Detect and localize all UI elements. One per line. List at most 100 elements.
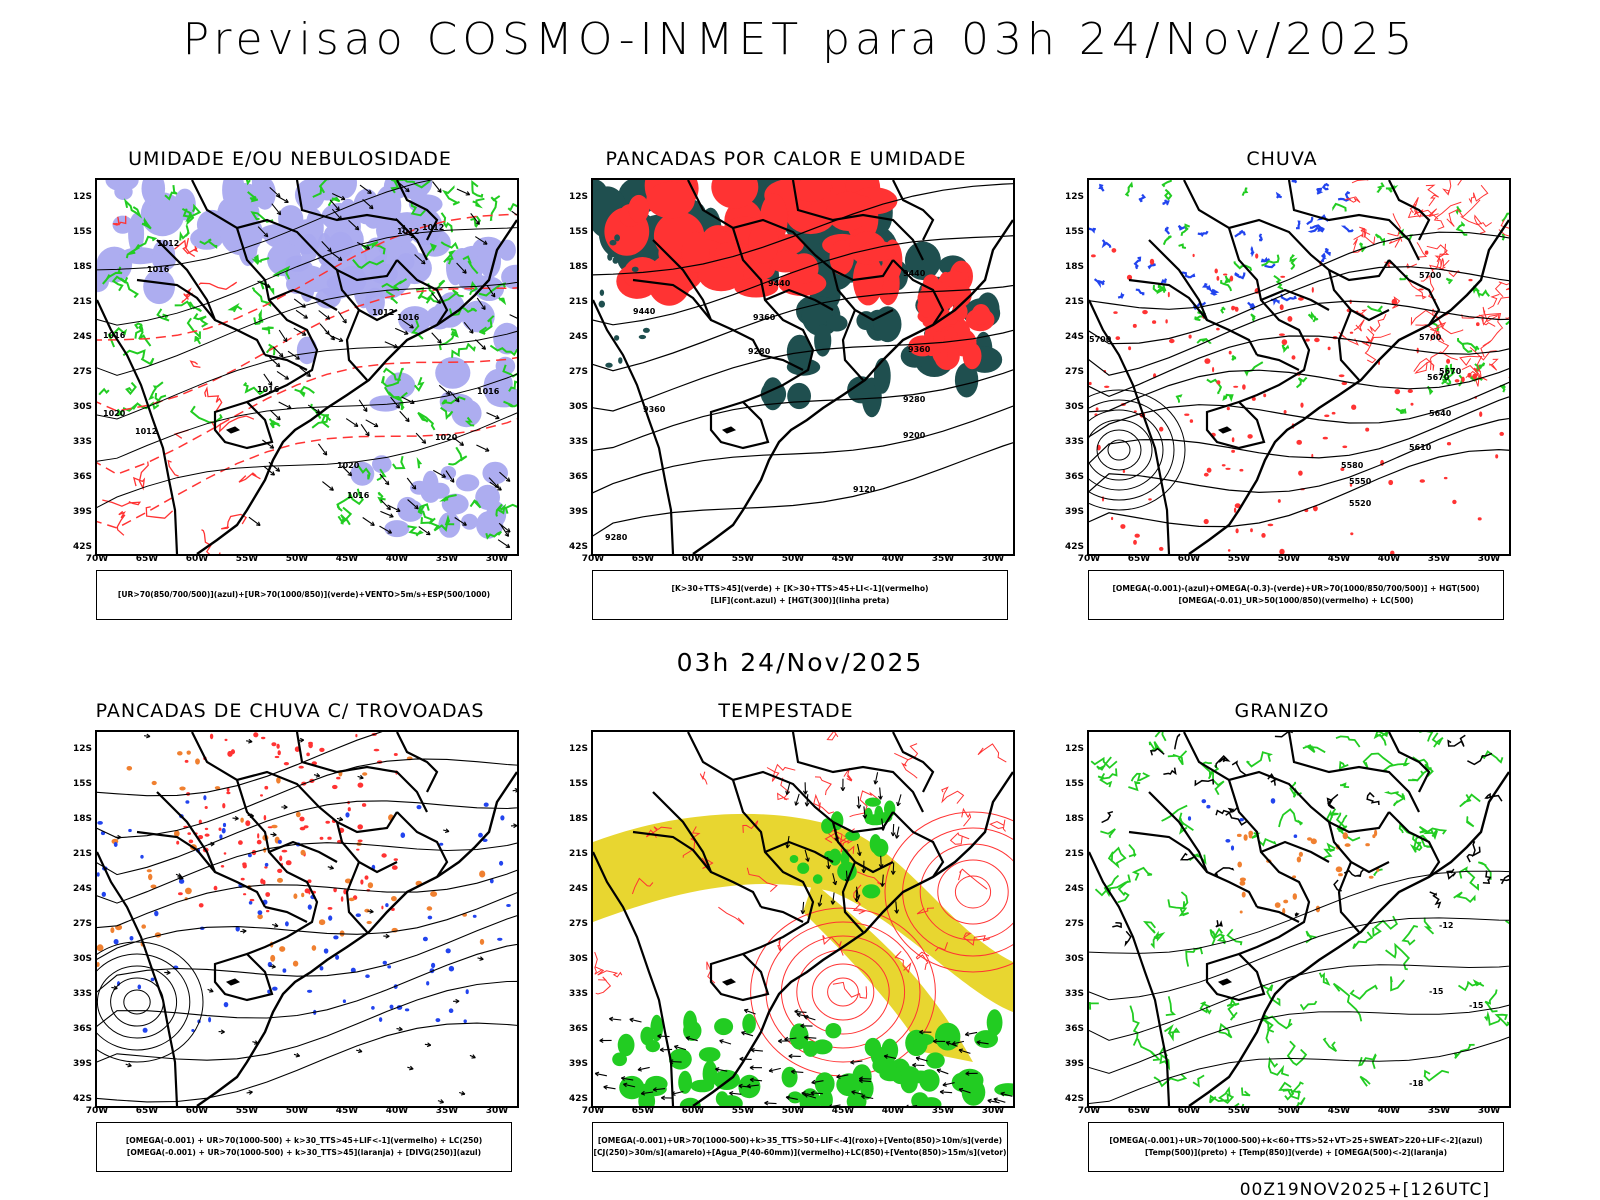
wind-arrowhead — [327, 247, 332, 253]
wind-arrowhead — [993, 1097, 998, 1103]
omega500-patch — [1344, 843, 1351, 847]
hgt500-isoline — [1089, 396, 1509, 465]
longitude-tick-label: 30W — [485, 1106, 509, 1116]
wind-vector — [431, 292, 441, 304]
temp850-line — [1117, 880, 1130, 904]
omega500-patch — [1372, 834, 1376, 839]
divergence-blue-patch — [448, 1008, 454, 1013]
wind-vector — [345, 418, 359, 427]
temp850-line — [1282, 1081, 1304, 1095]
storm-red-patch — [299, 826, 306, 831]
wind-vector — [794, 1010, 807, 1013]
wind-vector — [719, 1039, 732, 1045]
wind-vector — [744, 1009, 756, 1015]
humidity-low-contour-line — [397, 180, 416, 184]
temp850-line — [1129, 1005, 1140, 1046]
wind-vector — [802, 901, 805, 914]
wind-arrowhead — [817, 902, 823, 907]
temp850-line — [1154, 732, 1167, 742]
wind-vector — [511, 210, 517, 216]
wind850-south-patch — [650, 1014, 663, 1042]
latitude-tick-label: 30S — [72, 402, 92, 412]
temp850-line — [1128, 781, 1141, 792]
instability-li-east-patch — [943, 270, 966, 288]
omega-blue-line — [1234, 229, 1246, 238]
rain-red-patch — [1203, 472, 1209, 477]
humidity-upper-patch — [258, 223, 303, 242]
rain-red-patch — [1424, 250, 1429, 255]
wind-arrowhead — [951, 1040, 957, 1046]
map-canvas — [97, 732, 517, 1106]
wind-arrowhead — [800, 1023, 805, 1029]
wind-arrowhead — [497, 486, 502, 491]
rain-red-patch — [1250, 528, 1253, 533]
omega-green-line — [1295, 376, 1308, 389]
rain-red-patch — [1120, 524, 1126, 529]
storm-red-patch — [325, 820, 330, 824]
rain-red-patch — [1091, 254, 1096, 258]
wind-vector — [489, 481, 502, 491]
wind-arrowhead — [278, 352, 284, 358]
humidity-south-patch — [487, 514, 504, 536]
storm-red-patch — [277, 868, 283, 873]
humidity-low-contour-line — [352, 259, 385, 269]
rain-red-patch — [1113, 311, 1118, 314]
wind850-north-patch — [812, 874, 823, 884]
water-vapor-line — [826, 732, 839, 741]
rain-red-patch — [1229, 275, 1234, 282]
instability-specks-patch — [599, 289, 605, 296]
rain-red-patch — [1242, 384, 1246, 390]
omega-green-line — [1196, 337, 1212, 344]
omega-blue-line — [1093, 278, 1106, 289]
wind-arrowhead — [481, 305, 486, 310]
water-vapor-line — [989, 819, 1006, 832]
wind-arrowhead — [146, 733, 151, 739]
wind-vector — [348, 219, 360, 231]
water-vapor-line — [894, 950, 912, 974]
temp500-north-line — [1231, 760, 1247, 776]
wind-arrowhead — [420, 259, 426, 265]
latitude-tick-label: 30S — [568, 402, 588, 412]
longitude-tick-label: 70W — [581, 554, 605, 564]
temp850-line — [1241, 1087, 1251, 1097]
humidity-low-contour-line — [102, 266, 123, 285]
rain-red-patch — [1277, 499, 1281, 503]
wind-arrowhead — [301, 331, 307, 336]
wind-arrowhead — [840, 786, 846, 792]
wind-arrowhead — [987, 1098, 992, 1104]
wind-arrowhead — [455, 397, 460, 403]
humidity-low-contour-line — [138, 323, 152, 347]
divergence-blue-patch — [489, 878, 494, 884]
temp500-isoline — [1089, 870, 1509, 954]
wind-arrowhead — [395, 403, 401, 409]
rain-red-patch — [1132, 323, 1137, 328]
humidity-low-contour-line — [189, 405, 223, 424]
storm-red-patch — [204, 806, 208, 809]
temp850-line — [1260, 983, 1281, 1007]
political-border — [892, 259, 945, 326]
storm-orange-patch — [174, 830, 180, 837]
wind-arrowhead — [385, 933, 390, 939]
latitude-tick-label: 36S — [1064, 1024, 1084, 1034]
wind-arrowhead — [715, 1067, 720, 1072]
rain-red-lines-line — [1498, 281, 1509, 286]
storm-orange-patch — [479, 938, 485, 945]
wind-arrowhead — [342, 318, 347, 324]
instability-specks — [598, 234, 650, 368]
wind-arrowhead — [439, 1099, 445, 1104]
political-border — [335, 821, 398, 874]
wind-arrowhead — [398, 1026, 403, 1032]
wind-arrowhead — [883, 1054, 889, 1059]
temp500-isoline — [1089, 1004, 1509, 1074]
latitude-tick-label: 39S — [72, 1059, 92, 1069]
storm-red-patch — [393, 858, 398, 861]
legend-line: [OMEGA(-0.001)+UR>70(1000-500)+k>35_TTS>… — [597, 1136, 1003, 1145]
political-border — [136, 278, 216, 321]
uruguay-outline — [709, 400, 770, 450]
temp850-line — [1130, 772, 1151, 782]
rain-red-patch — [1407, 389, 1413, 393]
wind-vector — [463, 321, 474, 334]
divergence-blue-patch — [222, 822, 227, 828]
thickness-contour-line — [167, 459, 179, 477]
wind-arrowhead — [801, 1091, 806, 1096]
